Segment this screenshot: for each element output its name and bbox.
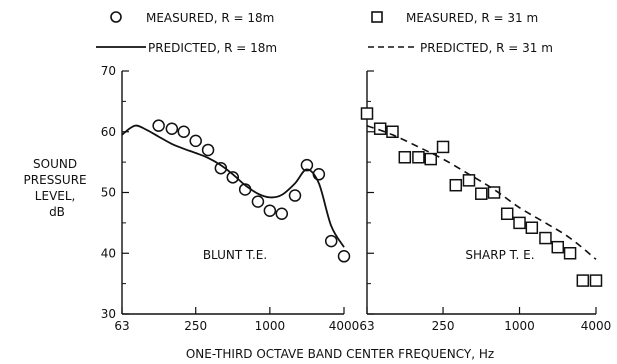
measured-point-square — [539, 231, 552, 245]
x-tick-label: 250 — [184, 319, 207, 333]
x-tick-label: 4000 — [329, 319, 360, 333]
x-tick-label: 4000 — [581, 319, 612, 333]
measured-point-circle — [288, 189, 302, 202]
measured-point-square — [462, 174, 476, 187]
y-tick-label: 60 — [101, 125, 116, 139]
measured-point-square — [386, 125, 399, 138]
measured-point-square — [412, 151, 425, 164]
measured-point-circle — [226, 171, 240, 184]
y-tick-label: 30 — [101, 307, 116, 321]
measured-point-circle — [201, 143, 215, 157]
y-axis-label-line-4: dB — [49, 205, 65, 219]
measured-point-circle — [275, 207, 289, 221]
legend-measured-18: MEASURED, R = 18m — [146, 11, 274, 25]
measured-point-circle — [251, 195, 265, 208]
measured-point-square — [475, 187, 488, 200]
measured-point-square — [398, 151, 412, 164]
measured-point-square — [525, 221, 539, 234]
y-axis-label-line-1: SOUND — [33, 157, 77, 171]
x-tick-label: 1000 — [255, 319, 286, 333]
y-axis-label-line-3: LEVEL, — [35, 189, 76, 203]
predicted-dashed-line — [366, 124, 597, 260]
y-axis-label-line-2: PRESSURE — [24, 173, 87, 187]
measured-point-square — [576, 274, 590, 287]
y-axis-label: SOUND PRESSURE LEVEL, dB — [24, 157, 91, 219]
legend: MEASURED, R = 18m PREDICTED, R = 18m MEA… — [96, 11, 553, 55]
measured-point-circle — [177, 125, 191, 138]
measured-point-square — [373, 122, 387, 135]
measured-point-square — [436, 140, 450, 154]
x-tick-label: 250 — [432, 319, 455, 333]
legend-predicted-31: PREDICTED, R = 31 m — [420, 41, 553, 55]
x-tick-label: 1000 — [504, 319, 535, 333]
legend-predicted-18: PREDICTED, R = 18m — [148, 41, 277, 55]
panel-label: BLUNT T.E. — [203, 248, 267, 262]
measured-point-square — [589, 274, 603, 287]
measured-point-circle — [165, 122, 179, 135]
measured-point-circle — [189, 134, 202, 148]
x-tick-label: 63 — [359, 319, 374, 333]
x-tick-label: 63 — [114, 319, 129, 333]
measured-point-circle — [337, 250, 351, 263]
measured-point-square — [563, 247, 577, 260]
y-tick-label: 70 — [101, 64, 116, 78]
measured-point-circle — [324, 234, 338, 248]
measured-point-square — [360, 107, 374, 120]
measured-point-square — [500, 207, 514, 221]
x-axis-label: ONE-THIRD OCTAVE BAND CENTER FREQUENCY, … — [186, 347, 494, 361]
legend-square-marker — [371, 11, 383, 23]
measured-point-square — [551, 240, 565, 254]
y-tick-label: 50 — [101, 186, 116, 200]
measured-point-circle — [152, 119, 165, 132]
measured-point-square — [424, 152, 437, 166]
measured-point-square — [513, 216, 526, 230]
measured-point-circle — [263, 204, 277, 217]
panel-sharp: 63 250 1000 4000 SHARP T. E. — [359, 70, 612, 333]
measured-point-square — [449, 178, 463, 192]
legend-circle-marker — [110, 11, 122, 23]
y-tick-label: 40 — [101, 246, 116, 260]
panel-label: SHARP T. E. — [465, 248, 534, 262]
panel-blunt: 30 40 50 60 70 63 250 1000 4000 BLUNT T.E. — [101, 64, 360, 333]
legend-measured-31: MEASURED, R = 31 m — [406, 11, 538, 25]
measured-point-circle — [300, 158, 314, 172]
predicted-solid-line — [121, 124, 345, 248]
